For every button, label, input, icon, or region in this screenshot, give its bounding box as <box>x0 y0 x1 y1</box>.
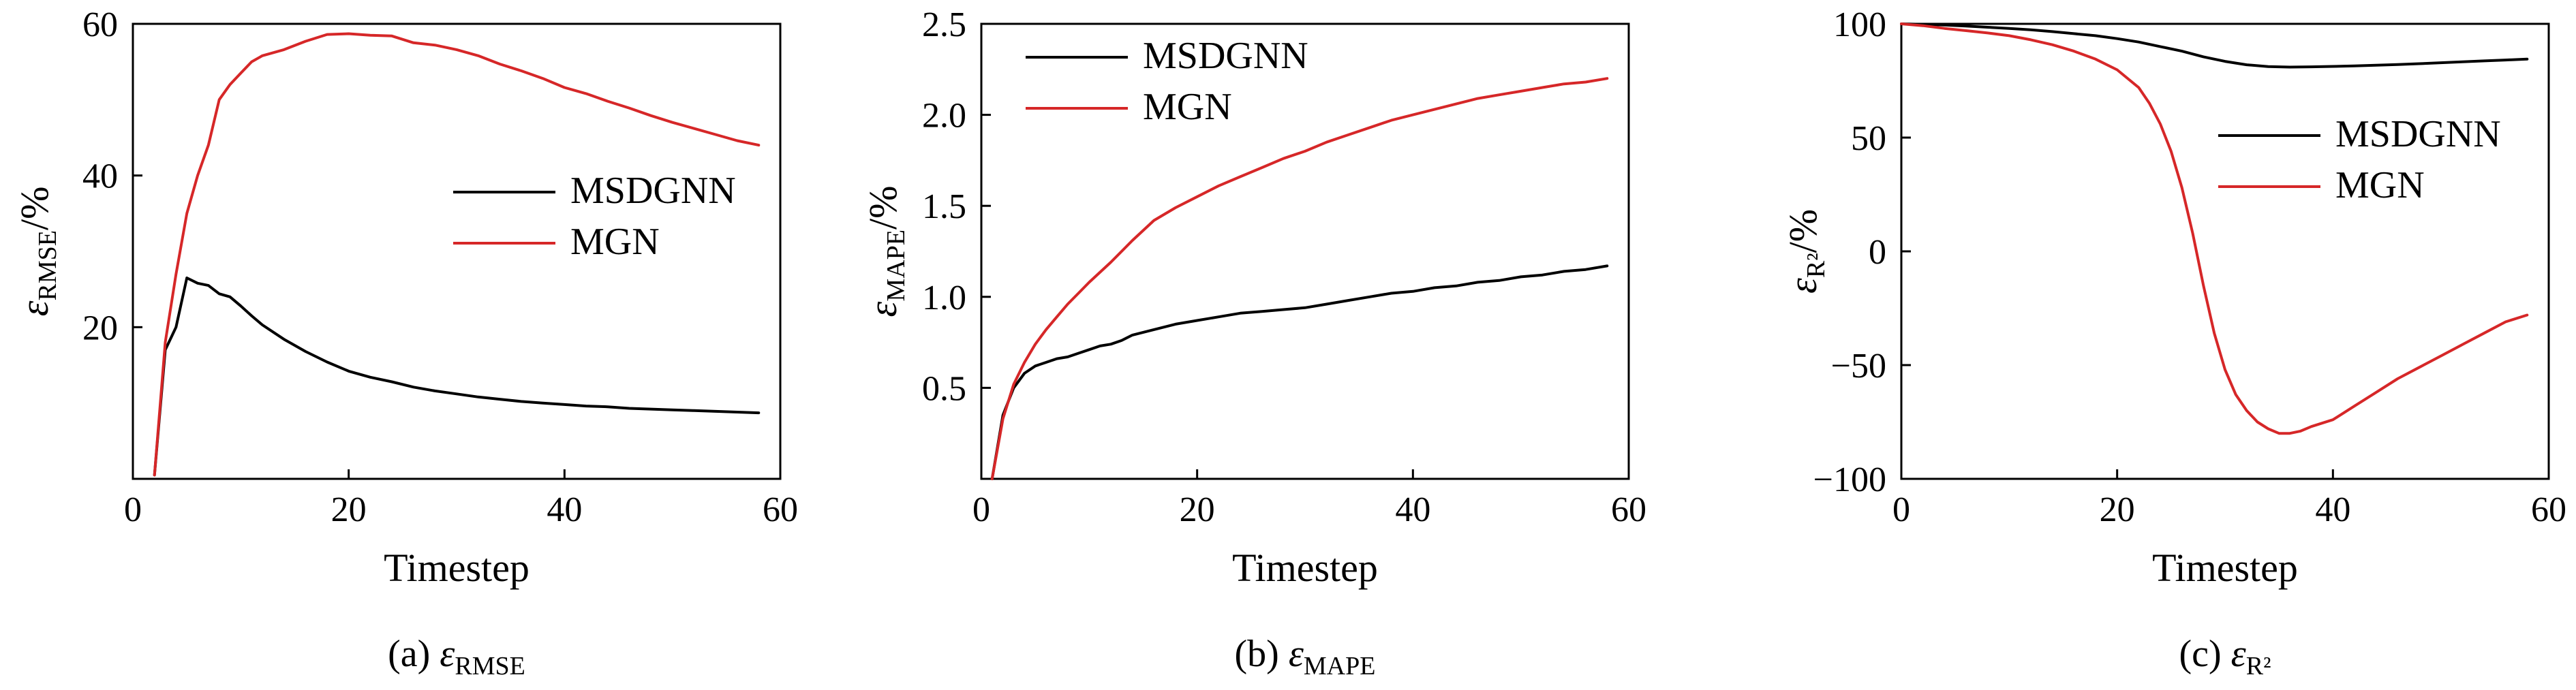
y-tick-label: 100 <box>1833 5 1886 44</box>
y-tick-label: 50 <box>1851 119 1886 158</box>
y-tick-label: 20 <box>82 309 118 347</box>
legend-label-msdgnn: MSDGNN <box>570 170 736 212</box>
x-tick-label: 20 <box>2100 490 2135 529</box>
y-axis-title: εR²/% <box>1781 209 1830 294</box>
x-tick-label: 40 <box>1395 490 1430 529</box>
legend-label-mgn: MGN <box>1143 86 1232 128</box>
y-axis-subscript: MAPE <box>882 230 910 302</box>
x-axis-title: Timestep <box>384 546 530 590</box>
y-tick-label: 2.0 <box>922 97 966 136</box>
x-axis-title: Timestep <box>1232 546 1378 590</box>
x-tick-label: 0 <box>124 490 142 529</box>
x-tick-label: 40 <box>547 490 582 529</box>
y-tick-label: −100 <box>1813 460 1886 499</box>
x-tick-label: 60 <box>763 490 798 529</box>
chart-panel-3: 0 20 40 60100500−50−100TimestepεR²/%MSDGNNM… <box>1781 5 2566 680</box>
series-line-msdgnn <box>990 264 1609 480</box>
legend-label-mgn: MGN <box>570 221 660 263</box>
caption-prefix: (b) <box>1235 633 1289 675</box>
y-axis-symbol: ε <box>12 300 57 316</box>
caption-subscript: RMSE <box>455 652 525 680</box>
x-tick-label: 60 <box>1611 490 1646 529</box>
plot-frame <box>132 22 782 480</box>
x-tick-label: 20 <box>331 490 367 529</box>
legend: MSDGNN MGN <box>453 170 736 263</box>
y-tick-label: 40 <box>82 157 118 196</box>
series-line-mgn <box>1900 22 2529 435</box>
y-axis-subscript: RMSE <box>33 230 62 300</box>
legend-label-mgn: MGN <box>2335 164 2425 206</box>
series-line-mgn <box>153 32 761 477</box>
legend: MSDGNN MGN <box>2218 113 2501 206</box>
y-axis-subscript: R² <box>1802 253 1830 278</box>
y-axis-unit: /% <box>861 186 905 230</box>
y-tick-label: 1.0 <box>922 279 966 317</box>
y-tick-label: 2.5 <box>922 5 966 44</box>
legend: MSDGNN MGN <box>1026 35 1308 128</box>
panel-caption: (c) εR² <box>2179 633 2271 680</box>
legend-label-msdgnn: MSDGNN <box>2335 113 2501 155</box>
plot-frame <box>980 22 1630 480</box>
y-axis-unit: /% <box>1781 209 1825 253</box>
x-axis-title: Timestep <box>2152 546 2298 590</box>
panel-caption: (a) εRMSE <box>388 633 525 680</box>
caption-subscript: R² <box>2246 652 2271 680</box>
y-tick-label: 60 <box>82 5 118 44</box>
x-tick-label: 0 <box>1892 490 1910 529</box>
caption-symbol: ε <box>2231 633 2247 675</box>
y-axis-title: εMAPE/% <box>861 186 910 317</box>
series-line-msdgnn <box>1900 22 2529 69</box>
caption-symbol: ε <box>440 633 455 675</box>
caption-prefix: (c) <box>2179 633 2231 675</box>
series-line-mgn <box>990 77 1609 480</box>
y-axis-symbol: ε <box>1781 278 1825 294</box>
y-axis-symbol: ε <box>861 301 905 317</box>
chart-panel-2: 0 20 40 600.51.01.52.02.5TimestepεMAPE/%MSD… <box>861 5 1646 680</box>
legend-label-msdgnn: MSDGNN <box>1143 35 1308 77</box>
x-tick-label: 20 <box>1180 490 1215 529</box>
plot-frame <box>1900 22 2550 480</box>
x-tick-label: 40 <box>2315 490 2350 529</box>
panel-caption: (b) εMAPE <box>1235 633 1376 680</box>
y-tick-label: −50 <box>1831 347 1886 386</box>
y-tick-label: 0 <box>1869 233 1886 272</box>
series-line-msdgnn <box>153 277 761 477</box>
x-tick-label: 0 <box>972 490 990 529</box>
x-tick-label: 60 <box>2531 490 2566 529</box>
y-axis-unit: /% <box>12 187 57 230</box>
caption-symbol: ε <box>1289 633 1304 675</box>
y-axis-title: εRMSE/% <box>12 187 62 317</box>
caption-prefix: (a) <box>388 633 440 675</box>
y-tick-label: 1.5 <box>922 187 966 226</box>
caption-subscript: MAPE <box>1304 652 1376 680</box>
y-tick-label: 0.5 <box>922 369 966 408</box>
